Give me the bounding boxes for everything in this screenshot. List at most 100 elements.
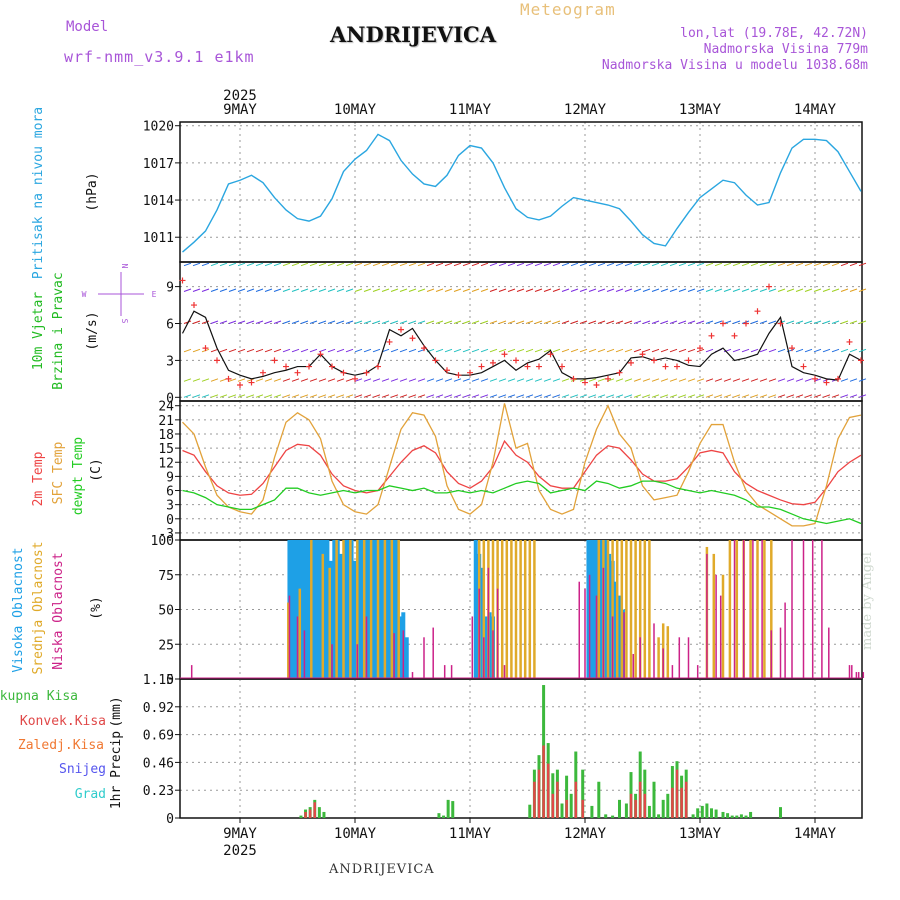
- cloud-low-bar: [611, 616, 614, 678]
- gust-marker: [720, 320, 726, 327]
- cloud-low-bar: [662, 648, 664, 678]
- wind-barb: [525, 378, 534, 382]
- wind-barb: [228, 262, 237, 267]
- wind-barb: [471, 348, 480, 353]
- wind-barb: [426, 262, 435, 267]
- wind-barb: [390, 320, 399, 324]
- wind-barb: [336, 378, 345, 382]
- wind-barb: [489, 394, 498, 398]
- wind-barb: [615, 262, 624, 267]
- cloud-mid-bar: [611, 540, 614, 678]
- wind-barb: [516, 378, 525, 382]
- wind-barb: [651, 288, 660, 292]
- panel-frame: [179, 121, 863, 263]
- wind-barb: [282, 348, 291, 353]
- cloud-high-bar: [318, 540, 323, 678]
- wind-barb: [597, 378, 606, 382]
- pressure-unit: (hPa): [85, 172, 100, 211]
- y-tick-label: 1014: [143, 194, 174, 209]
- cloud-mid-bar: [298, 588, 302, 678]
- cloud-low-bar: [296, 616, 299, 678]
- cloud-mid-bar: [528, 540, 532, 678]
- rain-total-bar: [666, 793, 670, 818]
- cloud-mid-bar: [629, 540, 633, 678]
- wind-barb: [579, 288, 588, 292]
- cloud-low-bar: [487, 567, 490, 678]
- y-tick-label: 3: [166, 499, 174, 514]
- wind-barb: [480, 378, 489, 382]
- temp-2m-line: [182, 439, 862, 506]
- gust-marker: [421, 345, 427, 352]
- wind-barb: [759, 378, 768, 382]
- gust-marker: [731, 332, 738, 339]
- precip-unit: (mm): [109, 696, 124, 727]
- gust-marker: [283, 363, 289, 370]
- rain-total-bar: [317, 807, 321, 818]
- rain-conv-bar: [537, 769, 541, 818]
- cloud-low-bar: [848, 665, 851, 678]
- wind-barb: [291, 394, 300, 398]
- wind-barb: [291, 320, 300, 324]
- compass-w: W: [82, 290, 87, 299]
- compass-e: E: [152, 290, 157, 299]
- wind-barb: [237, 394, 246, 398]
- wind-barb: [516, 394, 525, 398]
- wind-barb: [831, 320, 840, 324]
- cloud-low-bar: [503, 665, 506, 678]
- wind-barb: [525, 348, 534, 353]
- wind-barb: [453, 320, 462, 324]
- gust-marker: [605, 375, 611, 382]
- wind-barb: [822, 348, 831, 353]
- wind-barb: [552, 262, 561, 267]
- cloud-low-bar: [855, 672, 858, 678]
- wind-barb: [201, 320, 210, 324]
- wind-barb: [399, 262, 408, 267]
- gust-marker: [858, 357, 864, 364]
- cloud-high-bar: [359, 540, 364, 678]
- cloud-low-bar: [761, 540, 763, 678]
- rain-total-bar: [322, 811, 326, 818]
- wind-barb: [417, 262, 426, 267]
- y-tick-label: 3: [166, 354, 174, 369]
- cloud-high-bar: [325, 540, 330, 678]
- wind-barb: [264, 378, 273, 382]
- y-tick-label: 18: [158, 428, 174, 443]
- wind-barb: [183, 394, 192, 398]
- wind-barb: [651, 262, 660, 267]
- wind-barb: [534, 394, 543, 398]
- wind-barb: [372, 378, 381, 382]
- wind-barb: [714, 320, 723, 324]
- wind-barb: [615, 288, 624, 292]
- gust-marker: [651, 357, 657, 364]
- wind-barb: [849, 348, 858, 353]
- legend-konvek-kisa: Konvek.Kisa: [20, 714, 106, 729]
- cloud-mid-bar: [712, 553, 716, 678]
- wind-barb: [543, 288, 552, 292]
- wind-barb: [786, 320, 795, 324]
- rain-total-bar: [710, 808, 713, 818]
- gust-marker: [524, 363, 531, 370]
- wind-barb: [660, 394, 669, 398]
- wind-barb: [354, 320, 363, 324]
- wind-barb: [300, 378, 309, 382]
- wind-barb: [273, 348, 282, 353]
- wind-barb: [633, 262, 642, 267]
- wind-barb: [822, 394, 831, 398]
- gust-marker: [685, 357, 692, 364]
- rain-total-bar: [647, 805, 651, 818]
- bottom-date-label: 11MAY: [449, 826, 492, 842]
- wind-barb: [399, 348, 408, 353]
- wind-barb: [696, 378, 705, 382]
- wind-barb: [417, 378, 426, 382]
- compass-n: N: [120, 264, 129, 269]
- wind-barb: [525, 320, 534, 324]
- y-tick-label: 1017: [143, 157, 174, 172]
- wind-barb: [372, 348, 381, 353]
- wind-barb: [327, 288, 336, 292]
- wind-barb: [237, 320, 246, 324]
- rain-conv-bar: [304, 811, 307, 818]
- wind-barb: [597, 394, 606, 398]
- wind-barb: [714, 378, 723, 382]
- rain-total-bar: [730, 815, 734, 818]
- cloud-low-bar: [632, 653, 635, 678]
